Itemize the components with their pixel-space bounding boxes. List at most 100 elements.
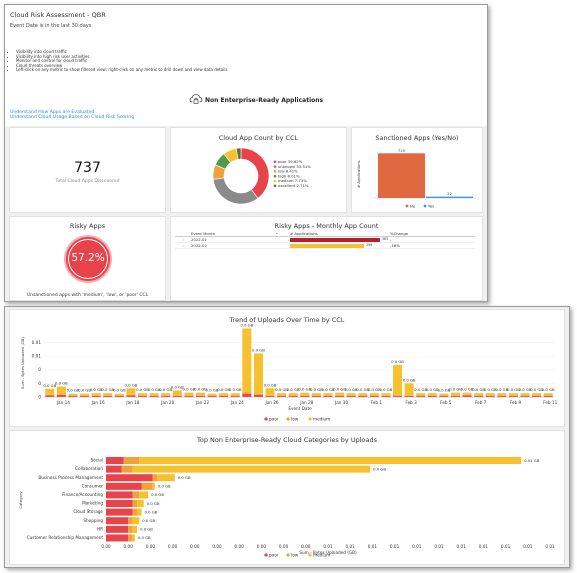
scoring-link[interactable]: Understand Cloud Usage Based on Cloud Ri… [10,115,135,120]
bar-segment-poor [311,395,321,397]
row-month: 2022-01 [191,237,207,242]
bar-value-label: 0.0 GB [368,387,381,392]
bar-segment-poor [103,395,113,397]
ccl-donut-chart[interactable]: poor 39.62%unknown 33.51%low 8.41%high 8… [171,142,346,214]
row-expand-icon[interactable]: › [183,243,185,248]
bar-value-label: 0.0 GB [113,388,126,393]
bullet-item: Visibility into cloud traffic [16,49,228,55]
bar-segment-medium [346,393,356,396]
legend-marker-low [286,417,290,421]
table-row[interactable]: › 2022-01 363 - [175,237,475,243]
legend-marker-poor [264,417,268,421]
bar-value-label: 0.0 GB [461,387,474,392]
bar-segment-low [485,395,495,396]
bar-segment-poor [149,395,159,397]
bar-segment-poor [56,394,66,397]
bar-segment-poor [106,525,129,533]
bar-value-label: 0.0 GB [194,387,207,392]
bar-segment-medium [543,393,553,396]
categories-panel[interactable]: Top Non Enterprise-Ready Cloud Categorie… [9,430,565,565]
bar-segment-medium [184,392,194,396]
uploads-trend-chart[interactable]: 0 0 0 0.01 0.01 Sum - Bytes Uploaded (GB) 0.0 … [10,323,564,427]
bar-segment-low [56,394,66,395]
bar-segment-medium [132,534,135,542]
bar-segment-poor [172,395,182,397]
table-row[interactable]: › 2022-02 299 -18% [175,243,475,249]
bar-value-label: 0.0 GB [140,527,153,532]
bar-value-label: 0.0 GB [298,387,311,392]
bar-segment-poor [45,395,55,397]
monthly-table: Event Month ⌄ # Applications %Change › 2… [175,231,475,249]
x-tick-label: 0.00 [212,544,222,549]
bar-segment-low [335,395,345,396]
bar-segment-low [439,395,449,396]
y-tick-label: 0 [38,381,41,386]
bar-value-label: 0.0 GB [43,383,56,388]
legend-label-poor: poor [269,417,279,422]
x-tick-label: Jan 24 [230,400,244,405]
evaluation-link[interactable]: Understand How Apps are Evaluated [10,110,95,115]
bar-segment-medium [462,392,472,395]
bar-segment-medium [230,393,240,396]
x-tick-label: 0.01 [323,544,333,549]
bar-value-label: 0.0 GB [148,387,161,392]
total-apps-value: 737 [74,160,101,176]
bar-value-label: 0.0 GB [217,387,230,392]
row-expand-icon[interactable]: › [183,237,185,242]
monthly-table-panel[interactable]: Risky Apps - Monthly App Count Event Mon… [170,216,483,301]
total-apps-card[interactable]: 737 Total Cloud Apps Discovered [9,127,166,213]
y-tick-label: 0 [38,367,41,372]
x-tick-label: Jan 26 [264,400,278,405]
legend-marker-Yes [423,204,427,208]
bar-value-label: 715 [398,148,406,153]
bar-segment-poor [253,394,263,397]
x-tick-label: Jan 14 [56,400,70,405]
legend-label-low: low [291,417,299,422]
bar-value-label: 0.0 GB [449,387,462,392]
bar-segment-low [126,394,136,396]
bar-segment-medium [137,508,142,516]
bar-segment-low [532,395,542,396]
bar-value-label: 22 [447,191,452,196]
column-header-month[interactable]: Event Month [191,231,215,236]
y-axis-label: # Applications [356,160,361,188]
bar-segment-low [207,395,217,396]
y-tick-label: 0.01 [32,354,42,359]
y-axis-label: Category [18,491,23,509]
column-header-apps[interactable]: # Applications [290,231,318,236]
uploads-trend-panel[interactable]: Trend of Uploads Over Time by CCL 0 0 0 0.0… [9,309,565,427]
x-tick-label: 0.01 [457,544,467,549]
bar-segment-low [358,395,368,396]
bar-segment-low [128,525,133,533]
bar-segment-medium [207,393,217,396]
bar-value-label: 0.0 GB [101,387,114,392]
risky-apps-panel[interactable]: Risky Apps 57.2% Unsanctioned apps with … [9,216,166,301]
bar-segment-medium [265,388,275,396]
bar-segment-low [80,395,90,396]
bar-segment-medium [427,393,437,396]
uploads-chart-title: Trend of Uploads Over Time by CCL [229,316,345,324]
categories-bar-chart[interactable]: 0.00 0.00 0.00 0.00 0.00 0.00 0.00 0.00 0.00 0.00… [10,443,564,565]
bar-value-label: 0.0 GB [55,381,68,386]
column-header-change[interactable]: %Change [390,231,409,236]
x-tick-label: 0.01 [412,544,422,549]
bar-segment-low [277,395,287,396]
bar-segment-poor [161,395,171,397]
bar-segment-poor [416,395,426,397]
bar-segment-low [323,395,333,396]
bar-segment-poor [106,465,122,473]
bar-value-label: 0.0 GB [426,387,439,392]
bar-segment-poor [532,395,542,397]
sanctioned-bar-chart[interactable]: # Applications 715 22 No Yes [352,141,482,213]
bar-segment-poor [404,395,414,397]
ccl-pie-panel[interactable]: Cloud App Count by CCL poor 39.62% unknow… [170,127,347,213]
bar-segment-low [172,395,182,396]
bar-segment-poor [91,395,101,397]
bar-segment-low [114,395,124,396]
sort-icon[interactable]: ⌄ [275,230,279,235]
bar-segment-medium [161,393,171,396]
bar-segment-poor [114,395,124,397]
sanctioned-panel[interactable]: Sanctioned Apps (Yes/No) # Applications 7… [351,127,483,213]
bar-segment-medium [139,491,149,499]
bar-segment-poor [474,395,484,397]
